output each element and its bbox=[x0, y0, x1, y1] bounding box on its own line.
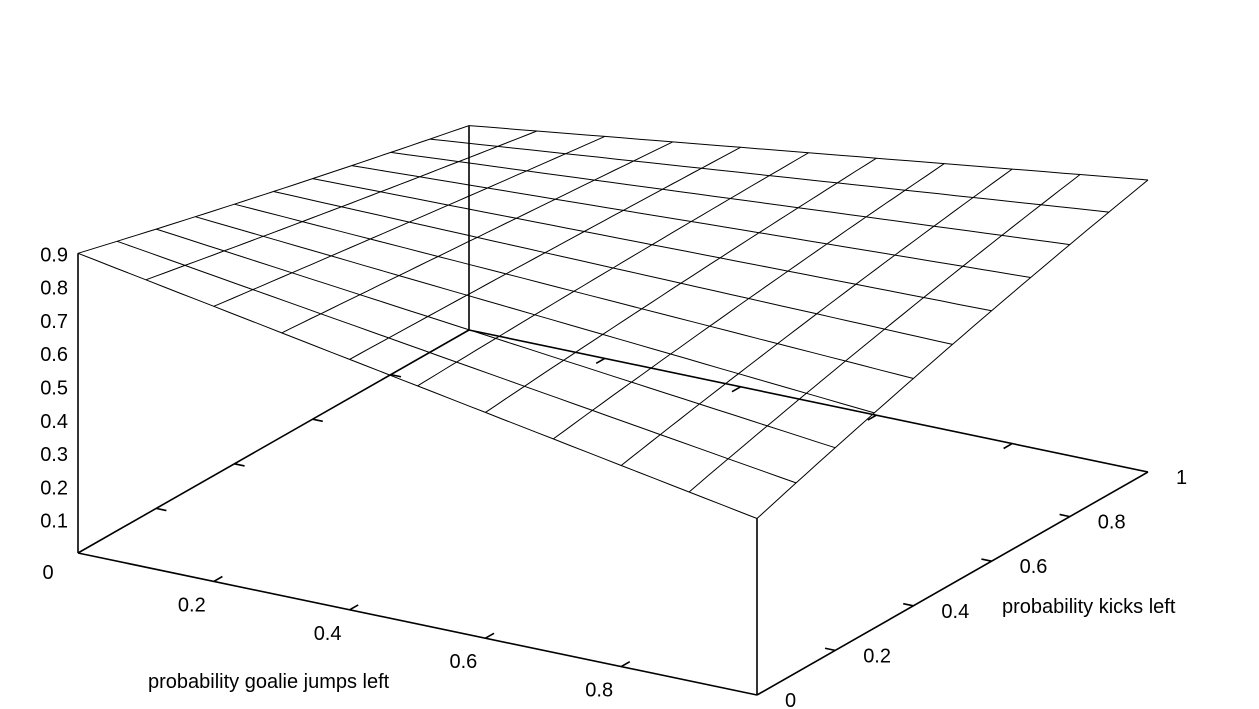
y-axis-line bbox=[756, 471, 1149, 696]
x-tick bbox=[349, 604, 359, 611]
z-tick-label: 0.8 bbox=[40, 278, 68, 300]
mesh-line-const-x bbox=[485, 157, 877, 413]
z-tick-label: 0.3 bbox=[40, 444, 68, 466]
mesh-line-const-x bbox=[213, 135, 606, 307]
z-tick-label: 0.7 bbox=[40, 311, 68, 333]
y-tick-label: 1 bbox=[1176, 467, 1187, 489]
mesh-line-const-x bbox=[77, 125, 470, 254]
mesh-line-const-x bbox=[553, 163, 945, 440]
x-axis-line bbox=[77, 552, 758, 696]
y-tick-label: 0 bbox=[785, 690, 796, 709]
z-tick-label: 0.6 bbox=[40, 344, 68, 366]
axes bbox=[77, 125, 1149, 696]
mesh-line-const-y bbox=[77, 252, 758, 519]
base-edge-back-right bbox=[468, 329, 1149, 473]
y-tick-label: 0.6 bbox=[1020, 556, 1048, 578]
base-edge-back-left bbox=[77, 329, 470, 554]
x-tick bbox=[213, 575, 223, 583]
z-tick-label: 0.1 bbox=[40, 511, 68, 533]
mesh-line-const-y bbox=[429, 138, 1109, 213]
x-tick-back bbox=[595, 357, 606, 365]
x-axis-label: probability goalie jumps left bbox=[148, 671, 390, 693]
y-tick-back bbox=[312, 418, 323, 423]
x-tick-label: 0.2 bbox=[178, 594, 206, 616]
x-tick-back bbox=[731, 386, 741, 393]
mesh-line-const-x bbox=[756, 179, 1149, 519]
y-tick-label: 0.8 bbox=[1098, 512, 1126, 534]
y-tick bbox=[1059, 513, 1070, 518]
y-tick bbox=[824, 647, 836, 652]
y-tick-back bbox=[234, 463, 245, 467]
mesh-line-const-x bbox=[349, 146, 741, 360]
mesh-line-const-y bbox=[390, 151, 1070, 246]
x-tick bbox=[485, 632, 495, 639]
z-tick-label: 0.4 bbox=[40, 411, 68, 433]
surface-mesh bbox=[77, 125, 1149, 519]
mesh-line-const-y bbox=[312, 178, 992, 312]
mesh-line-const-x bbox=[688, 174, 1081, 493]
mesh-line-const-x bbox=[620, 168, 1013, 466]
y-axis-label: probability kicks left bbox=[1002, 596, 1176, 618]
x-tick-back bbox=[867, 414, 877, 421]
tick-labels: 00.20.40.60.8100.20.40.60.810.10.20.30.4… bbox=[40, 244, 1187, 709]
z-tick-label: 0.9 bbox=[40, 244, 68, 266]
x-tick-label: 0.6 bbox=[449, 651, 477, 673]
x-tick bbox=[620, 660, 631, 668]
x-tick-back bbox=[1003, 442, 1013, 450]
mesh-line-const-y bbox=[468, 125, 1149, 181]
mesh-line-const-x bbox=[145, 130, 538, 281]
y-tick bbox=[903, 602, 914, 607]
z-tick-label: 0.5 bbox=[40, 378, 68, 400]
z-tick-label: 0.2 bbox=[40, 477, 68, 499]
mesh-line-const-x bbox=[417, 152, 809, 387]
y-tick-back bbox=[156, 507, 167, 512]
mesh-line-const-y bbox=[351, 165, 1031, 278]
y-tick-label: 0.2 bbox=[863, 645, 891, 667]
y-tick-label: 0.4 bbox=[941, 601, 969, 623]
x-tick-label: 0.8 bbox=[585, 680, 613, 702]
tick-marks bbox=[156, 357, 1070, 668]
x-tick-label: 0.4 bbox=[314, 623, 342, 645]
y-tick-back bbox=[390, 373, 402, 378]
y-tick bbox=[981, 558, 992, 562]
x-tick-label: 0 bbox=[42, 562, 53, 584]
